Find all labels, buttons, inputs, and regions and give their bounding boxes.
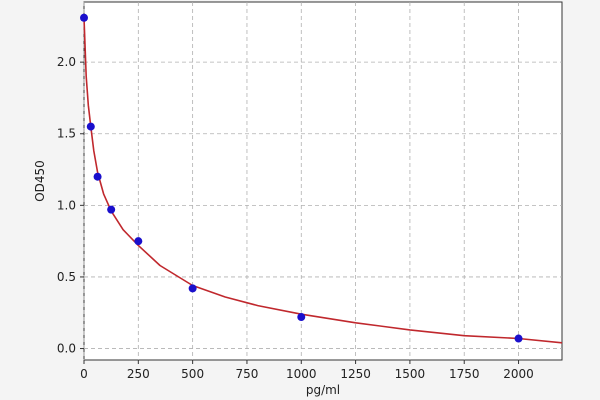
x-tick-label: 250 bbox=[127, 367, 150, 381]
grid bbox=[83, 2, 562, 360]
y-axis-ticks: 0.0 0.5 1.0 1.5 2.0 bbox=[57, 55, 84, 356]
x-tick-label: 1250 bbox=[340, 367, 371, 381]
data-point bbox=[297, 313, 306, 322]
data-point bbox=[188, 284, 197, 293]
y-axis-label: OD450 bbox=[33, 160, 47, 202]
data-point bbox=[514, 334, 523, 343]
x-tick-label: 0 bbox=[80, 367, 88, 381]
x-axis-ticks: 0 250 500 750 1000 1250 1500 1750 2000 bbox=[80, 360, 534, 381]
x-tick-label: 1750 bbox=[449, 367, 480, 381]
data-points bbox=[80, 13, 523, 343]
x-tick-label: 750 bbox=[236, 367, 259, 381]
y-tick-label: 1.5 bbox=[57, 127, 76, 141]
data-point bbox=[107, 205, 116, 214]
y-tick-label: 2.0 bbox=[57, 55, 76, 69]
data-point bbox=[86, 122, 95, 131]
y-tick-label: 0.5 bbox=[57, 270, 76, 284]
y-tick-label: 0.0 bbox=[57, 342, 76, 356]
x-tick-label: 1000 bbox=[286, 367, 317, 381]
x-tick-label: 2000 bbox=[503, 367, 534, 381]
plot-area bbox=[83, 1, 563, 361]
x-tick-label: 500 bbox=[181, 367, 204, 381]
data-point bbox=[134, 237, 143, 246]
fit-curve bbox=[83, 17, 563, 344]
data-point bbox=[93, 172, 102, 181]
x-tick-label: 1500 bbox=[395, 367, 426, 381]
fit-curve-line bbox=[83, 17, 563, 344]
data-point bbox=[80, 13, 88, 22]
y-tick-label: 1.0 bbox=[57, 198, 76, 212]
x-axis-label: pg/ml bbox=[306, 383, 340, 397]
